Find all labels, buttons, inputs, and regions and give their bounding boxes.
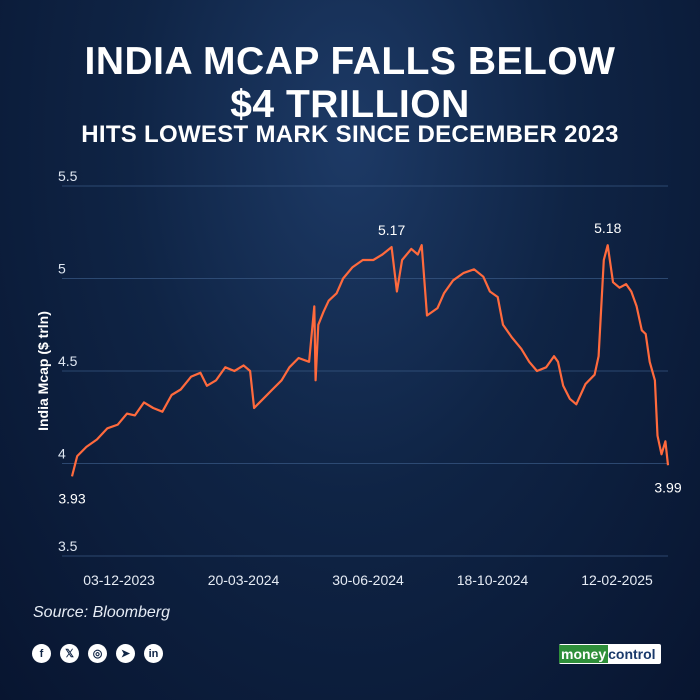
y-tick-label: 5.5 <box>58 168 78 184</box>
x-tick-label: 18-10-2024 <box>457 572 529 588</box>
chart-subtitle: HITS LOWEST MARK SINCE DECEMBER 2023 <box>81 121 619 148</box>
title-line-2: $4 TRILLION <box>230 83 470 126</box>
x-icon[interactable]: 𝕏 <box>60 644 79 663</box>
linkedin-icon[interactable]: in <box>144 644 163 663</box>
data-label: 5.18 <box>594 220 621 236</box>
y-tick-label: 5 <box>58 261 66 277</box>
x-tick-label: 30-06-2024 <box>332 572 404 588</box>
social-links: f 𝕏 ◎ ➤ in <box>32 644 163 663</box>
source-note: Source: Bloomberg <box>33 604 170 621</box>
x-tick-label: 20-03-2024 <box>208 572 280 588</box>
brand-logo-part1: money <box>559 645 609 663</box>
title-line-1: INDIA MCAP FALLS BELOW <box>84 40 616 83</box>
x-tick-label: 03-12-2023 <box>83 572 155 588</box>
x-tick-label: 12-02-2025 <box>581 572 653 588</box>
data-label: 3.99 <box>654 479 681 495</box>
chart-title: INDIA MCAP FALLS BELOW $4 TRILLION <box>0 40 700 126</box>
facebook-icon[interactable]: f <box>32 644 51 663</box>
data-label: 3.93 <box>58 490 85 506</box>
y-tick-label: 3.5 <box>58 538 78 554</box>
y-tick-label: 4 <box>58 446 66 462</box>
data-label: 5.17 <box>378 222 405 238</box>
instagram-icon[interactable]: ◎ <box>88 644 107 663</box>
y-tick-label: 4.5 <box>58 353 78 369</box>
telegram-icon[interactable]: ➤ <box>116 644 135 663</box>
y-axis-label: India Mcap ($ trln) <box>35 311 51 431</box>
series-line <box>70 244 670 477</box>
brand-logo-part2: control <box>608 646 656 662</box>
brand-logo: money control <box>559 644 661 664</box>
